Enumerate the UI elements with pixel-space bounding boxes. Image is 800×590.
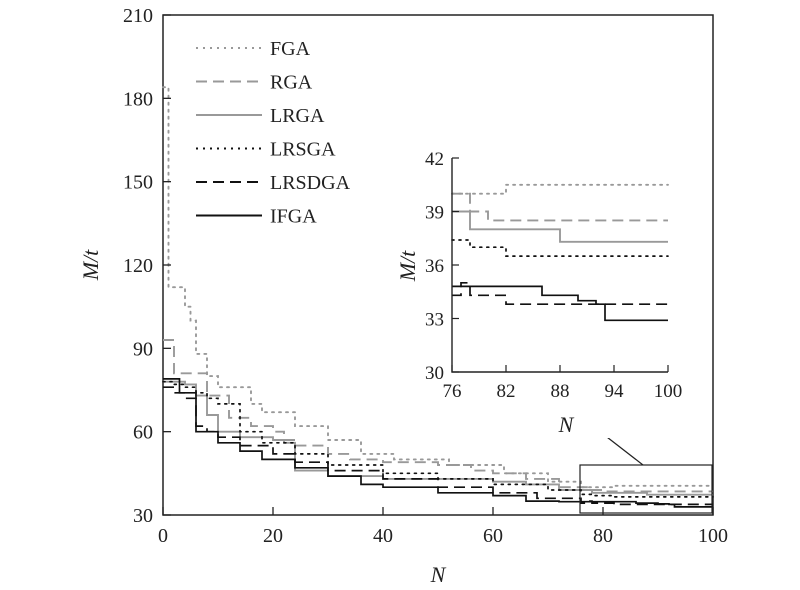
legend-label-lrsga: LRSGA — [270, 139, 336, 161]
inset-series-line-fga — [451, 183, 669, 195]
x-tick-label: 60 — [483, 525, 503, 547]
series-line-ifga — [163, 378, 713, 508]
inset-x-tick-label: 100 — [654, 381, 683, 402]
x-tick-label: 20 — [263, 525, 283, 547]
inset-series-line-rga — [452, 192, 668, 222]
inset-x-ticks: 76 82 88 94 100 — [443, 365, 683, 402]
inset-x-tick-label: 88 — [551, 381, 570, 402]
y-tick-label: 120 — [123, 255, 153, 277]
y-axis-label: M/t — [78, 249, 103, 281]
legend-label-lrsdga: LRSDGA — [270, 172, 351, 194]
inset-series-line-lrsga — [451, 239, 669, 257]
inset-x-tick-label: 76 — [443, 381, 462, 402]
y-tick-label: 210 — [123, 5, 153, 27]
inset-series-line-ifga — [452, 285, 668, 322]
x-tick-label: 0 — [158, 525, 168, 547]
inset-y-tick-label: 33 — [425, 310, 444, 331]
main-y-ticks: 30 60 90 120 150 180 210 — [123, 5, 171, 527]
inset-y-ticks: 30 33 36 39 42 — [425, 149, 459, 384]
y-tick-label: 30 — [133, 505, 153, 527]
zoom-region-box — [579, 464, 713, 514]
legend-label-lrga: LRGA — [270, 105, 325, 127]
inset-series-group — [451, 183, 669, 322]
legend-label-rga: RGA — [270, 72, 313, 94]
series-line-fga — [162, 86, 714, 489]
series-line-lrsdga — [163, 386, 713, 506]
main-x-ticks: 0 20 40 60 80 100 — [158, 507, 728, 547]
inset-x-tick-label: 94 — [605, 381, 625, 402]
inset-y-tick-label: 36 — [425, 256, 444, 277]
x-tick-label: 100 — [698, 525, 728, 547]
legend: FGA RGA LRGA LRSGA LRSDGA IFGA — [196, 38, 351, 228]
legend-label-ifga: IFGA — [270, 206, 317, 228]
x-tick-label: 80 — [593, 525, 613, 547]
legend-label-fga: FGA — [270, 38, 311, 60]
inset-y-axis-label: M/t — [395, 250, 420, 282]
series-line-rga — [163, 339, 713, 493]
inset-y-tick-label: 42 — [425, 149, 444, 170]
series-line-lrga — [163, 380, 713, 496]
inset-x-axis-label: N — [558, 412, 575, 437]
main-plot: 0 20 40 60 80 100 30 60 90 120 150 180 210 N M/t FG… — [78, 5, 728, 587]
inset-y-tick-label: 39 — [425, 203, 444, 224]
y-tick-label: 150 — [123, 172, 153, 194]
x-axis-label: N — [430, 562, 447, 587]
y-tick-label: 60 — [133, 422, 153, 444]
y-tick-label: 180 — [123, 88, 153, 110]
inset-x-tick-label: 82 — [497, 381, 516, 402]
inset-series-line-lrga — [452, 210, 668, 243]
inset-plot: 76 82 88 94 100 30 33 36 39 42 N M/t — [395, 144, 690, 438]
x-tick-label: 40 — [373, 525, 393, 547]
inset-series-line-lrsdga — [452, 281, 668, 306]
series-line-lrsga — [162, 380, 714, 498]
inset-y-tick-label: 30 — [425, 363, 444, 384]
main-series-group — [162, 86, 714, 508]
y-tick-label: 90 — [133, 338, 153, 360]
